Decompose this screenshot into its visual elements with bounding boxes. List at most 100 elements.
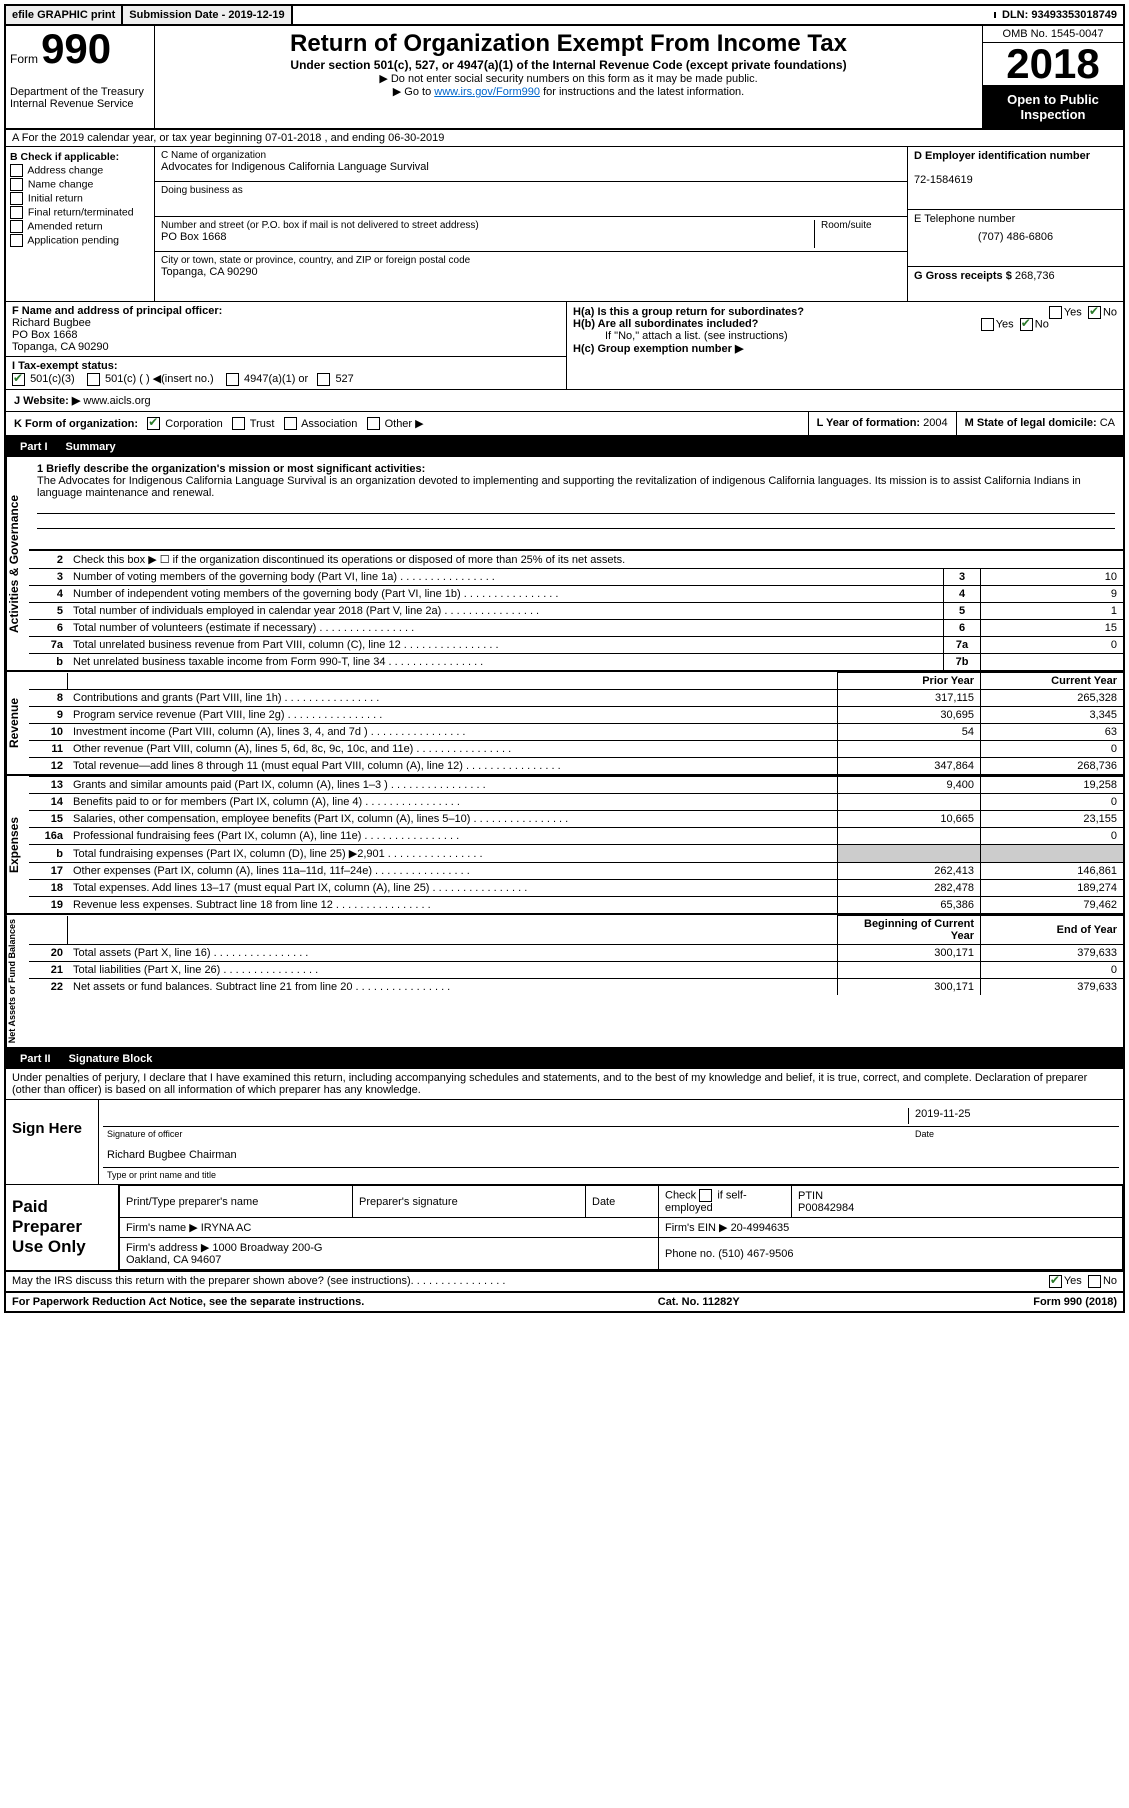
ein-cell: D Employer identification number 72-1584… [908,147,1123,210]
chk-amended[interactable]: Amended return [10,220,150,233]
table-row: 8Contributions and grants (Part VIII, li… [29,690,1123,707]
line-a-tax-year: A For the 2019 calendar year, or tax yea… [6,130,1123,147]
hb-yes[interactable] [981,318,994,331]
table-row: 7aTotal unrelated business revenue from … [29,637,1123,654]
prep-date-hdr: Date [586,1186,659,1218]
table-row: bNet unrelated business taxable income f… [29,654,1123,671]
irs-link[interactable]: www.irs.gov/Form990 [434,86,540,98]
dln: DLN: 93493353018749 [996,6,1123,24]
org-name: Advocates for Indigenous California Lang… [161,161,901,173]
section-m: M State of legal domicile: CA [956,412,1123,436]
table-row: 15Salaries, other compensation, employee… [29,811,1123,828]
hb-no[interactable] [1020,318,1033,331]
table-row: bTotal fundraising expenses (Part IX, co… [29,845,1123,863]
gross-cell: G Gross receipts $ 268,736 [908,267,1123,301]
paid-content: Print/Type preparer's name Preparer's si… [119,1185,1123,1270]
paperwork-notice: For Paperwork Reduction Act Notice, see … [12,1296,364,1308]
table-row: 5Total number of individuals employed in… [29,603,1123,620]
hb-note: If "No," attach a list. (see instruction… [573,330,1117,342]
fgh-left: F Name and address of principal officer:… [6,302,567,389]
form-number: 990 [41,25,111,72]
prep-name-hdr: Print/Type preparer's name [120,1186,353,1218]
chk-4947[interactable] [226,373,239,386]
tax-exempt-cell: I Tax-exempt status: 501(c)(3) 501(c) ( … [6,357,566,389]
mission-block: 1 Briefly describe the organization's mi… [29,457,1123,550]
chk-501c[interactable] [87,373,100,386]
spacer [293,12,996,18]
chk-address-change[interactable]: Address change [10,164,150,177]
table-row: 22Net assets or fund balances. Subtract … [29,979,1123,996]
prep-sig-hdr: Preparer's signature [353,1186,586,1218]
page-footer: For Paperwork Reduction Act Notice, see … [6,1293,1123,1311]
revenue-section: Revenue Prior YearCurrent Year 8Contribu… [6,672,1123,776]
ptin-cell: PTINP00842984 [792,1186,1123,1218]
tax-year: 2018 [983,43,1123,86]
ag-content: 1 Briefly describe the organization's mi… [29,457,1123,670]
note-ssn: ▶ Do not enter social security numbers o… [159,72,978,85]
col-b-checkboxes: B Check if applicable: Address change Na… [6,147,155,301]
dba-cell: Doing business as [155,182,907,217]
chk-assoc[interactable] [284,417,297,430]
form-title: Return of Organization Exempt From Incom… [159,30,978,58]
hc-row: H(c) Group exemption number ▶ [573,342,1117,355]
chk-app-pending[interactable]: Application pending [10,234,150,247]
table-row: 10Investment income (Part VIII, column (… [29,724,1123,741]
org-name-cell: C Name of organization Advocates for Ind… [155,147,907,182]
table-row: 18Total expenses. Add lines 13–17 (must … [29,880,1123,897]
table-row: 19Revenue less expenses. Subtract line 1… [29,897,1123,914]
officer-name: Richard Bugbee Chairman [107,1149,1115,1165]
revenue-table: Prior YearCurrent Year 8Contributions an… [29,672,1123,774]
header-right: OMB No. 1545-0047 2018 Open to Public In… [982,26,1123,128]
vtab-ag: Activities & Governance [6,457,29,670]
note-link: ▶ Go to www.irs.gov/Form990 for instruct… [159,85,978,98]
officer-cell: F Name and address of principal officer:… [6,302,566,357]
table-row: 20Total assets (Part X, line 16)300,1713… [29,945,1123,962]
header-center: Return of Organization Exempt From Incom… [155,26,982,128]
chk-527[interactable] [317,373,330,386]
chk-corp[interactable] [147,417,160,430]
firm-ein-cell: Firm's EIN ▶ 20-4994635 [659,1218,1123,1238]
chk-501c3[interactable] [12,373,25,386]
sign-date: 2019-11-25 [908,1108,1115,1124]
chk-other[interactable] [367,417,380,430]
form-label: Form [10,52,38,66]
hb-row: H(b) Are all subordinates included? Yes … [573,318,1117,330]
tel-cell: E Telephone number (707) 486-6806 [908,210,1123,267]
table-row: 16aProfessional fundraising fees (Part I… [29,828,1123,845]
chk-initial-return[interactable]: Initial return [10,192,150,205]
table-row: 17Other expenses (Part IX, column (A), l… [29,863,1123,880]
chk-name-change[interactable]: Name change [10,178,150,191]
chk-trust[interactable] [232,417,245,430]
form-header: Form 990 Department of the Treasury Inte… [6,26,1123,130]
chk-self-employed[interactable] [699,1189,712,1202]
gross-value: 268,736 [1015,270,1055,282]
part1-header: Part I Summary [6,437,1123,457]
section-bcd: B Check if applicable: Address change Na… [6,147,1123,302]
table-row: 21Total liabilities (Part X, line 26)0 [29,962,1123,979]
ha-row: H(a) Is this a group return for subordin… [573,306,1117,318]
table-row: 11Other revenue (Part VIII, column (A), … [29,741,1123,758]
chk-final-return[interactable]: Final return/terminated [10,206,150,219]
fgh-right: H(a) Is this a group return for subordin… [567,302,1123,389]
ha-yes[interactable] [1049,306,1062,319]
sign-here-block: Sign Here 2019-11-25 Signature of office… [6,1100,1123,1185]
form-subtitle: Under section 501(c), 527, or 4947(a)(1)… [159,58,978,72]
addr-cell: Number and street (or P.O. box if mail i… [155,217,907,252]
open-public: Open to Public Inspection [983,86,1123,128]
website-value: www.aicls.org [83,395,150,407]
net-assets-table: Beginning of Current YearEnd of Year 20T… [29,915,1123,995]
paid-preparer-label: Paid Preparer Use Only [6,1185,119,1270]
vtab-revenue: Revenue [6,672,29,774]
table-row: 3Number of voting members of the governi… [29,569,1123,586]
ha-no[interactable] [1088,306,1101,319]
tel-value: (707) 486-6806 [914,231,1117,243]
table-row: 12Total revenue—add lines 8 through 11 (… [29,758,1123,775]
officer-signature[interactable] [107,1108,908,1124]
firm-addr-cell: Firm's address ▶ 1000 Broadway 200-G Oak… [120,1238,659,1270]
cat-no: Cat. No. 11282Y [658,1296,740,1308]
discuss-yes[interactable] [1049,1275,1062,1288]
discuss-no[interactable] [1088,1275,1101,1288]
penalties-statement: Under penalties of perjury, I declare th… [6,1069,1123,1100]
org-city: Topanga, CA 90290 [161,266,901,278]
form-version: Form 990 (2018) [1033,1296,1117,1308]
